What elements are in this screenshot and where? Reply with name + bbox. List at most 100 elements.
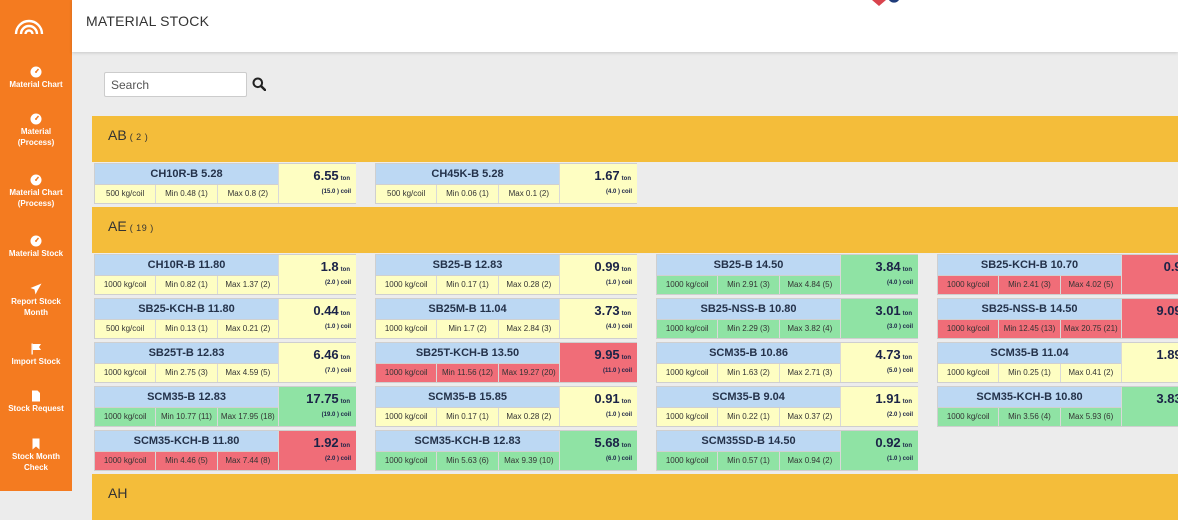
sidebar-item-material-process[interactable]: Material (Process) xyxy=(0,113,72,148)
ton-value: 1.91 ton xyxy=(875,391,912,406)
ton-number: 6.55 xyxy=(313,168,339,183)
coil-weight: 500 kg/coil xyxy=(95,320,157,338)
material-stats: 1000 kg/coil Min 0.17 (1) Max 0.28 (2) xyxy=(376,276,559,294)
min-value: Min 11.56 (12) xyxy=(437,364,499,382)
material-stats: 500 kg/coil Min 0.13 (1) Max 0.21 (2) xyxy=(95,320,278,338)
coil-weight: 1000 kg/coil xyxy=(95,408,157,426)
material-stats: 1000 kg/coil Min 10.77 (11) Max 17.95 (18) xyxy=(95,408,278,426)
group-name: AB xyxy=(108,127,127,143)
sidebar-item-label: Stock Request xyxy=(8,404,64,413)
search-input[interactable] xyxy=(104,72,247,97)
ton-value: 1.8 ton xyxy=(321,259,350,274)
stock-card[interactable]: SCM35-B 15.85 1000 kg/coil Min 0.17 (1) Max… xyxy=(375,386,637,427)
quantity-cell: 1.89ton(2.0 xyxy=(1121,343,1178,382)
stock-card[interactable]: SCM35-KCH-B 10.80 1000 kg/coil Min 3.56 (4… xyxy=(937,386,1178,427)
quantity-cell: 4.73 ton (5.0 ) coil xyxy=(840,343,918,382)
material-name: SCM35-KCH-B 10.80 xyxy=(938,387,1121,408)
material-name: SB25T-B 12.83 xyxy=(95,343,278,364)
stock-card[interactable]: SB25T-KCH-B 13.50 1000 kg/coil Min 11.56 (… xyxy=(375,342,637,383)
sidebar-item-material-stock[interactable]: Material Stock xyxy=(0,235,72,259)
ton-unit: ton xyxy=(902,267,912,273)
sidebar-item-stock-request[interactable]: Stock Request xyxy=(0,390,72,414)
quantity-cell: 0.91 ton (1.0 ) coil xyxy=(559,387,637,426)
sidebar-item-import-stock[interactable]: Import Stock xyxy=(0,343,72,367)
quantity-cell: 0.44 ton (1.0 ) coil xyxy=(278,299,356,338)
stock-card[interactable]: SCM35-B 11.04 1000 kg/coil Min 0.25 (1) Max… xyxy=(937,342,1178,383)
stock-card[interactable]: SCM35-B 12.83 1000 kg/coil Min 10.77 (11) M… xyxy=(94,386,356,427)
group-header[interactable]: AH xyxy=(92,474,1178,520)
coil-weight: 1000 kg/coil xyxy=(657,364,719,382)
sidebar-item-label: Import Stock xyxy=(11,357,61,366)
stock-card[interactable]: SCM35-KCH-B 12.83 1000 kg/coil Min 5.63 (6… xyxy=(375,430,637,471)
coil-weight: 1000 kg/coil xyxy=(376,320,438,338)
material-stats: 500 kg/coil Min 0.48 (1) Max 0.8 (2) xyxy=(95,185,278,203)
sidebar-item-material-chart-process[interactable]: Material Chart (Process) xyxy=(0,174,72,209)
stock-card[interactable]: SCM35-B 9.04 1000 kg/coil Min 0.22 (1) Max … xyxy=(656,386,918,427)
ton-number: 1.8 xyxy=(320,259,339,274)
quantity-cell: 0.92 ton (1.0 ) coil xyxy=(840,431,918,470)
quantity-cell: 5.68 ton (6.0 ) coil xyxy=(559,431,637,470)
stock-card[interactable]: SCM35-KCH-B 11.80 1000 kg/coil Min 4.46 (5… xyxy=(94,430,356,471)
stock-card[interactable]: SCM35-B 10.86 1000 kg/coil Min 1.63 (2) Max… xyxy=(656,342,918,383)
min-value: Min 10.77 (11) xyxy=(156,408,218,426)
paper-plane-icon xyxy=(30,283,42,295)
stock-card[interactable]: SB25T-B 12.83 1000 kg/coil Min 2.75 (3) Max… xyxy=(94,342,356,383)
stock-card[interactable]: CH10R-B 11.80 1000 kg/coil Min 0.82 (1) Max… xyxy=(94,254,356,295)
ton-value: 6.46 ton xyxy=(313,347,350,362)
ton-unit: ton xyxy=(621,311,631,317)
ton-number: 9.09 xyxy=(1156,303,1178,318)
min-value: Min 0.17 (1) xyxy=(437,408,499,426)
top-bar: MATERIAL STOCK xyxy=(72,0,1178,52)
ton-value: 4.73 ton xyxy=(875,347,912,362)
material-name: SCM35-KCH-B 12.83 xyxy=(376,431,559,452)
stock-card[interactable]: SB25-B 14.50 1000 kg/coil Min 2.91 (3) Max … xyxy=(656,254,918,295)
ton-number: 1.67 xyxy=(594,168,620,183)
ton-value: 3.83ton xyxy=(1156,391,1178,406)
ton-number: 0.91 xyxy=(594,391,620,406)
quantity-cell: 1.8 ton (2.0 ) coil xyxy=(278,255,356,294)
stock-card[interactable]: SCM35SD-B 14.50 1000 kg/coil Min 0.57 (1) M… xyxy=(656,430,918,471)
stock-card[interactable]: SB25M-B 11.04 1000 kg/coil Min 1.7 (2) Max … xyxy=(375,298,637,339)
coil-count: (2.0 ) coil xyxy=(324,280,351,286)
stock-card[interactable]: SB25-KCH-B 10.70 1000 kg/coil Min 2.41 (3)… xyxy=(937,254,1178,295)
stock-card[interactable]: SB25-B 12.83 1000 kg/coil Min 0.17 (1) Max … xyxy=(375,254,637,295)
stock-card[interactable]: SB25-NSS-B 14.50 1000 kg/coil Min 12.45 (1… xyxy=(937,298,1178,339)
stock-card[interactable]: CH10R-B 5.28 500 kg/coil Min 0.48 (1) Max 0… xyxy=(94,163,356,204)
stock-card[interactable]: SB25-KCH-B 11.80 500 kg/coil Min 0.13 (1) M… xyxy=(94,298,356,339)
sidebar-item-label: Report Stock Month xyxy=(11,297,61,317)
search-icon[interactable] xyxy=(252,77,266,91)
coil-weight: 1000 kg/coil xyxy=(95,276,157,294)
material-name: SCM35-KCH-B 11.80 xyxy=(95,431,278,452)
rainbow-arc-logo-icon[interactable] xyxy=(13,10,45,36)
coil-count: (6.0 ) coil xyxy=(605,456,632,462)
sidebar-item-label: Material Chart (Process) xyxy=(9,188,63,208)
ton-number: 3.83 xyxy=(1156,391,1178,406)
material-stats: 1000 kg/coil Min 0.22 (1) Max 0.37 (2) xyxy=(657,408,840,426)
quantity-cell: 1.67 ton (4.0 ) coil xyxy=(559,164,637,203)
ton-value: 1.92 ton xyxy=(313,435,350,450)
sidebar-item-stock-month-check[interactable]: Stock Month Check xyxy=(0,438,72,473)
ton-value: 9.09ton xyxy=(1156,303,1178,318)
stock-card[interactable]: CH45K-B 5.28 500 kg/coil Min 0.06 (1) Max 0… xyxy=(375,163,637,204)
material-name: SCM35-B 10.86 xyxy=(657,343,840,364)
coil-weight: 1000 kg/coil xyxy=(938,364,1000,382)
gauge-icon xyxy=(30,174,42,186)
material-stats: 1000 kg/coil Min 2.91 (3) Max 4.84 (5) xyxy=(657,276,840,294)
sidebar-item-report-stock-month[interactable]: Report Stock Month xyxy=(0,283,72,318)
min-value: Min 0.25 (1) xyxy=(999,364,1061,382)
max-value: Max 1.37 (2) xyxy=(225,280,271,289)
coil-weight: 1000 kg/coil xyxy=(95,364,157,382)
coil-weight: 1000 kg/coil xyxy=(938,408,1000,426)
material-stats: 1000 kg/coil Min 1.63 (2) Max 2.71 (3) xyxy=(657,364,840,382)
material-stats: 1000 kg/coil Min 4.46 (5) Max 7.44 (8) xyxy=(95,452,278,470)
group-header[interactable]: AB( 2 ) xyxy=(92,116,1178,162)
material-name: CH10R-B 5.28 xyxy=(95,164,278,185)
stock-card[interactable]: SB25-NSS-B 10.80 1000 kg/coil Min 2.29 (3)… xyxy=(656,298,918,339)
ton-value: 3.73 ton xyxy=(594,303,631,318)
sidebar-item-material-chart[interactable]: Material Chart xyxy=(0,66,72,90)
quantity-cell: 1.91 ton (2.0 ) coil xyxy=(840,387,918,426)
group-header[interactable]: AE( 19 ) xyxy=(92,207,1178,253)
min-value: Min 0.82 (1) xyxy=(156,276,218,294)
ton-unit: ton xyxy=(902,355,912,361)
